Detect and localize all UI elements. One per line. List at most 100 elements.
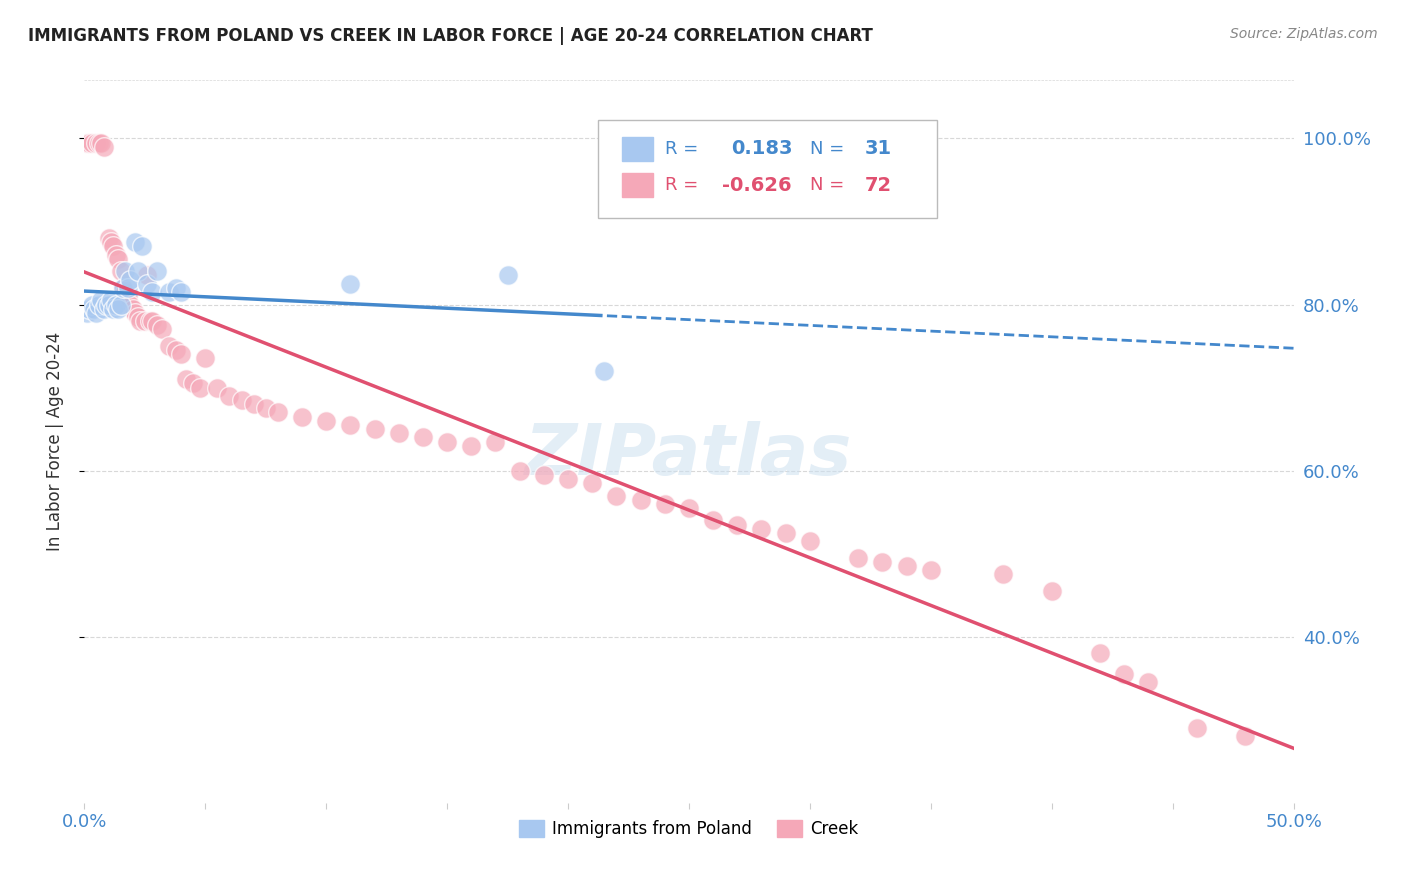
Point [107, 252, 129, 266]
Point [484, 434, 506, 449]
Point [363, 422, 385, 436]
Point [557, 472, 579, 486]
Point [170, 285, 193, 299]
Text: ZIPatlas: ZIPatlas [526, 422, 852, 491]
Point [112, 281, 135, 295]
Point [90, 136, 112, 150]
Text: 31: 31 [865, 139, 891, 159]
FancyBboxPatch shape [599, 120, 936, 218]
Point [103, 239, 125, 253]
Point [218, 389, 240, 403]
Point [678, 500, 700, 515]
Point [117, 289, 139, 303]
Point [100, 293, 122, 308]
Point [117, 281, 139, 295]
Point [77, 301, 100, 316]
Point [80, 297, 103, 311]
Point [87, 136, 110, 150]
Point [97, 297, 120, 311]
Point [138, 314, 160, 328]
Bar [623, 136, 652, 161]
Point [170, 347, 193, 361]
Point [1040, 584, 1063, 599]
Point [725, 517, 748, 532]
Bar [623, 173, 652, 197]
Point [124, 235, 146, 250]
Point [141, 285, 163, 299]
Point [339, 277, 361, 291]
Point [104, 297, 127, 311]
Point [872, 555, 894, 569]
Point [76, 136, 98, 150]
Point [157, 285, 180, 299]
Point [146, 318, 169, 333]
Point [107, 301, 129, 316]
Point [775, 525, 797, 540]
Point [896, 559, 918, 574]
Point [150, 322, 173, 336]
Point [127, 310, 149, 324]
Point [83, 301, 105, 316]
Text: 72: 72 [865, 176, 891, 194]
Point [181, 376, 204, 391]
Point [104, 248, 127, 262]
Point [1185, 721, 1208, 735]
Point [141, 314, 163, 328]
Point [76, 306, 98, 320]
Point [77, 136, 100, 150]
Point [1114, 667, 1136, 681]
Point [751, 522, 773, 536]
Point [87, 297, 110, 311]
Point [593, 364, 616, 378]
Point [127, 264, 149, 278]
Point [799, 534, 821, 549]
Point [993, 567, 1015, 582]
Text: 0.183: 0.183 [731, 139, 793, 159]
Point [110, 297, 132, 311]
Point [1137, 675, 1160, 690]
Point [103, 301, 125, 316]
Point [654, 497, 676, 511]
Point [100, 235, 122, 250]
Point [80, 136, 103, 150]
Point [124, 306, 146, 320]
Point [121, 301, 143, 316]
Legend: Immigrants from Poland, Creek: Immigrants from Poland, Creek [512, 814, 866, 845]
Y-axis label: In Labor Force | Age 20-24: In Labor Force | Age 20-24 [45, 332, 63, 551]
Point [291, 409, 314, 424]
Point [339, 417, 361, 432]
Point [1088, 646, 1111, 660]
Point [86, 306, 108, 320]
Point [131, 239, 153, 253]
Point [90, 293, 112, 308]
Text: R =: R = [665, 176, 697, 194]
Point [267, 405, 290, 419]
Point [97, 231, 120, 245]
Text: N =: N = [810, 140, 844, 158]
Point [146, 264, 169, 278]
Point [157, 339, 180, 353]
Point [207, 380, 229, 394]
Point [94, 297, 117, 311]
Point [533, 467, 555, 482]
Point [194, 351, 217, 366]
Point [112, 281, 135, 295]
Text: R =: R = [665, 140, 697, 158]
Point [93, 301, 115, 316]
Point [120, 272, 142, 286]
Point [605, 489, 627, 503]
Point [136, 268, 159, 283]
Point [630, 492, 652, 507]
Point [174, 372, 197, 386]
Text: -0.626: -0.626 [721, 176, 792, 194]
Point [129, 314, 152, 328]
Point [412, 430, 434, 444]
Point [165, 343, 187, 358]
Point [136, 277, 159, 291]
Point [120, 297, 142, 311]
Point [460, 439, 482, 453]
Point [190, 380, 212, 394]
Point [388, 426, 411, 441]
Point [496, 268, 519, 283]
Point [581, 476, 603, 491]
